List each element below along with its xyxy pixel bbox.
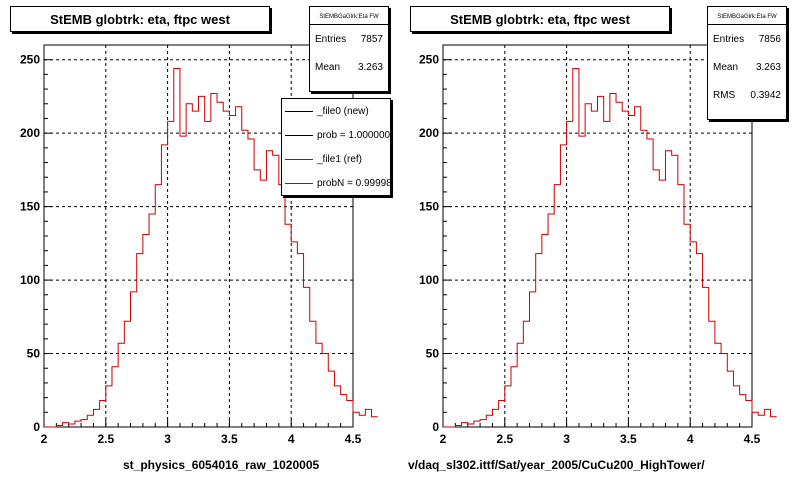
left-y-tick-label: 100 xyxy=(20,273,40,287)
right-histogram-series xyxy=(443,68,777,428)
right-stats-header: StEMBGaGlrk:Eta FW xyxy=(708,7,786,25)
stat-label: Mean xyxy=(713,61,739,73)
left-x-tick-label: 3 xyxy=(164,432,171,446)
stat-label: Entries xyxy=(315,33,347,45)
left-x-axis-label: st_physics_6054016_raw_1020005 xyxy=(123,458,320,472)
right-chart-title: StEMB globtrk: eta, ftpc west xyxy=(410,6,670,32)
right-stats-mean: Mean 3.263 xyxy=(708,53,786,81)
right-x-tick-label: 2.5 xyxy=(496,432,513,446)
right-y-tick-label: 100 xyxy=(419,273,439,287)
legend-label: probN = 0.999985 xyxy=(317,177,391,189)
stat-value: 3.263 xyxy=(357,61,383,73)
left-y-tick-label: 50 xyxy=(27,347,41,361)
stat-label: RMS xyxy=(713,89,736,101)
left-stats-box: StEMBGaGlrk:Eta FW Entries 7857 Mean 3.2… xyxy=(309,6,389,92)
legend-entry-probn: probN = 0.999985 xyxy=(282,171,390,195)
left-x-tick-label: 3.5 xyxy=(221,432,238,446)
right-y-tick-label: 150 xyxy=(419,200,439,214)
legend-entry-prob: prob = 1.000000 xyxy=(282,123,390,147)
stat-label: Mean xyxy=(315,61,341,73)
right-x-tick-label: 4 xyxy=(687,432,694,446)
right-x-tick-label: 2 xyxy=(440,432,447,446)
left-stats-header: StEMBGaGlrk:Eta FW xyxy=(310,7,388,25)
left-y-tick-label: 200 xyxy=(20,126,40,140)
right-chart-title-text: StEMB globtrk: eta, ftpc west xyxy=(450,11,630,27)
legend-swatch xyxy=(285,134,313,136)
left-y-tick-label: 250 xyxy=(20,53,40,67)
stat-value: 7856 xyxy=(758,33,781,45)
right-stats-rms: RMS 0.3942 xyxy=(708,81,786,109)
left-legend: _file0 (new) prob = 1.000000 _file1 (ref… xyxy=(281,98,391,196)
left-histogram-series xyxy=(44,68,378,428)
right-x-tick-label: 3 xyxy=(563,432,570,446)
right-x-tick-label: 4.5 xyxy=(744,432,761,446)
left-chart-title-text: StEMB globtrk: eta, ftpc west xyxy=(50,11,230,27)
legend-swatch xyxy=(285,110,313,112)
stat-value: 0.3942 xyxy=(750,89,781,101)
legend-label: _file0 (new) xyxy=(317,105,369,117)
legend-entry-file1: _file1 (ref) xyxy=(282,147,390,171)
left-x-tick-label: 4.5 xyxy=(345,432,362,446)
legend-swatch xyxy=(285,182,313,184)
left-x-tick-label: 2 xyxy=(41,432,48,446)
right-y-tick-label: 0 xyxy=(432,420,439,434)
legend-label: prob = 1.000000 xyxy=(317,129,391,141)
right-y-tick-label: 250 xyxy=(419,53,439,67)
stat-value: 3.263 xyxy=(755,61,781,73)
left-stats-mean: Mean 3.263 xyxy=(310,53,388,81)
right-x-tick-label: 3.5 xyxy=(620,432,637,446)
left-x-tick-label: 2.5 xyxy=(97,432,114,446)
stat-label: Entries xyxy=(713,33,745,45)
left-stats-entries: Entries 7857 xyxy=(310,25,388,53)
right-stats-entries: Entries 7856 xyxy=(708,25,786,53)
right-x-axis-label: v/daq_sl302.ittf/Sat/year_2005/CuCu200_H… xyxy=(408,458,705,472)
legend-label: _file1 (ref) xyxy=(317,153,363,165)
left-y-tick-label: 0 xyxy=(33,420,40,434)
right-stats-box: StEMBGaGlrk:Eta FW Entries 7856 Mean 3.2… xyxy=(707,6,787,120)
left-x-tick-label: 4 xyxy=(288,432,295,446)
left-chart-title: StEMB globtrk: eta, ftpc west xyxy=(10,6,270,32)
legend-entry-file0: _file0 (new) xyxy=(282,99,390,123)
legend-swatch xyxy=(285,158,313,160)
right-y-tick-label: 200 xyxy=(419,126,439,140)
left-y-tick-label: 150 xyxy=(20,200,40,214)
right-y-tick-label: 50 xyxy=(426,347,440,361)
stat-value: 7857 xyxy=(360,33,383,45)
